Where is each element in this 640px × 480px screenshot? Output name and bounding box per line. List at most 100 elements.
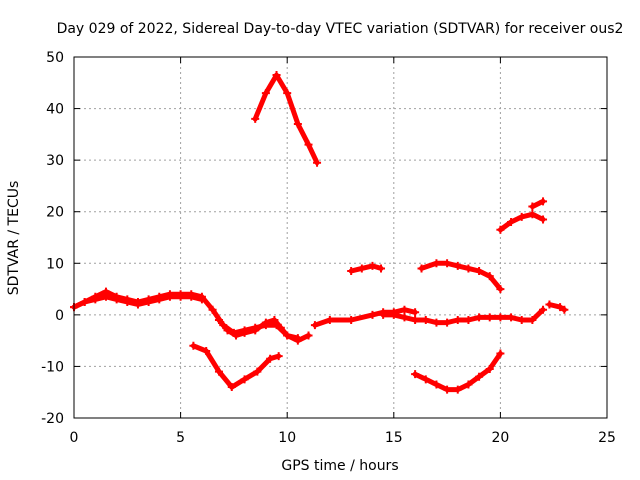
data-point bbox=[485, 272, 494, 281]
data-point bbox=[272, 71, 281, 80]
data-point bbox=[496, 285, 505, 294]
data-point bbox=[496, 225, 505, 234]
data-point bbox=[270, 316, 279, 325]
x-tick-label: 10 bbox=[278, 430, 296, 446]
data-point bbox=[432, 259, 441, 268]
data-point bbox=[475, 267, 484, 276]
data-point bbox=[274, 352, 283, 361]
chart-title: Day 029 of 2022, Sidereal Day-to-day VTE… bbox=[57, 21, 624, 37]
x-axis-label: GPS time / hours bbox=[281, 458, 398, 474]
data-point bbox=[347, 316, 356, 325]
data-point bbox=[276, 323, 285, 332]
data-point bbox=[528, 202, 537, 211]
data-point bbox=[91, 295, 100, 304]
data-point bbox=[155, 295, 164, 304]
data-point bbox=[432, 318, 441, 327]
data-point bbox=[464, 316, 473, 325]
y-tick-label: 50 bbox=[46, 50, 64, 66]
data-point bbox=[475, 313, 484, 322]
data-point bbox=[539, 305, 548, 314]
data-point bbox=[411, 370, 420, 379]
data-point bbox=[240, 375, 249, 384]
series-line-track-h bbox=[380, 307, 546, 326]
y-tick-label: 0 bbox=[55, 308, 64, 324]
data-point bbox=[485, 313, 494, 322]
series-line-track-c bbox=[216, 317, 301, 341]
x-tick-label: 5 bbox=[176, 430, 185, 446]
data-point bbox=[368, 310, 377, 319]
data-point bbox=[517, 316, 526, 325]
data-point bbox=[560, 305, 569, 314]
data-point bbox=[368, 261, 377, 270]
data-point bbox=[197, 295, 206, 304]
data-point bbox=[411, 316, 420, 325]
data-point bbox=[253, 367, 262, 376]
data-point bbox=[453, 316, 462, 325]
data-point bbox=[379, 310, 388, 319]
data-point bbox=[539, 215, 548, 224]
data-point bbox=[507, 313, 516, 322]
data-point bbox=[357, 264, 366, 273]
data-point bbox=[283, 89, 292, 98]
data-point bbox=[400, 305, 409, 314]
data-point bbox=[187, 292, 196, 301]
y-tick-label: -20 bbox=[41, 411, 64, 427]
data-point bbox=[208, 305, 217, 314]
data-point bbox=[293, 334, 302, 343]
data-point bbox=[227, 383, 236, 392]
data-point bbox=[266, 354, 275, 363]
data-point bbox=[464, 264, 473, 273]
data-point bbox=[496, 313, 505, 322]
data-point bbox=[80, 297, 89, 306]
y-tick-label: 20 bbox=[46, 205, 64, 221]
data-point bbox=[202, 346, 211, 355]
data-point bbox=[251, 326, 260, 335]
data-point bbox=[545, 300, 554, 309]
data-point bbox=[485, 365, 494, 374]
x-tick-label: 0 bbox=[70, 430, 79, 446]
data-point bbox=[304, 331, 313, 340]
data-point bbox=[304, 140, 313, 149]
y-tick-label: 30 bbox=[46, 153, 64, 169]
data-point bbox=[389, 310, 398, 319]
data-point bbox=[475, 372, 484, 381]
data-point bbox=[539, 197, 548, 206]
data-point bbox=[347, 267, 356, 276]
data-point bbox=[112, 295, 121, 304]
x-tick-label: 15 bbox=[385, 430, 403, 446]
series-line-track-e bbox=[190, 343, 282, 390]
data-point bbox=[443, 318, 452, 327]
data-point bbox=[133, 300, 142, 309]
data-point bbox=[443, 259, 452, 268]
data-point bbox=[453, 261, 462, 270]
series-line-track-g bbox=[348, 263, 384, 274]
data-point bbox=[432, 380, 441, 389]
y-axis-label: SDTVAR / TECUs bbox=[6, 181, 22, 296]
data-point bbox=[417, 264, 426, 273]
data-point bbox=[232, 331, 241, 340]
data-point bbox=[528, 210, 537, 219]
data-point bbox=[528, 316, 537, 325]
series-group bbox=[70, 71, 569, 394]
x-tick-label: 25 bbox=[598, 430, 616, 446]
grid bbox=[74, 57, 607, 418]
data-point bbox=[421, 375, 430, 384]
data-point bbox=[261, 318, 270, 327]
data-point bbox=[310, 321, 319, 330]
y-tick-label: 40 bbox=[46, 102, 64, 118]
data-point bbox=[517, 212, 526, 221]
data-point bbox=[283, 331, 292, 340]
data-point bbox=[453, 385, 462, 394]
data-point bbox=[464, 380, 473, 389]
data-point bbox=[313, 158, 322, 167]
data-point bbox=[556, 303, 565, 312]
data-point bbox=[443, 385, 452, 394]
y-tick-label: -10 bbox=[41, 359, 64, 375]
data-point bbox=[123, 297, 132, 306]
data-point bbox=[214, 316, 223, 325]
data-point bbox=[176, 292, 185, 301]
data-point bbox=[144, 297, 153, 306]
data-point bbox=[421, 316, 430, 325]
data-point bbox=[214, 367, 223, 376]
